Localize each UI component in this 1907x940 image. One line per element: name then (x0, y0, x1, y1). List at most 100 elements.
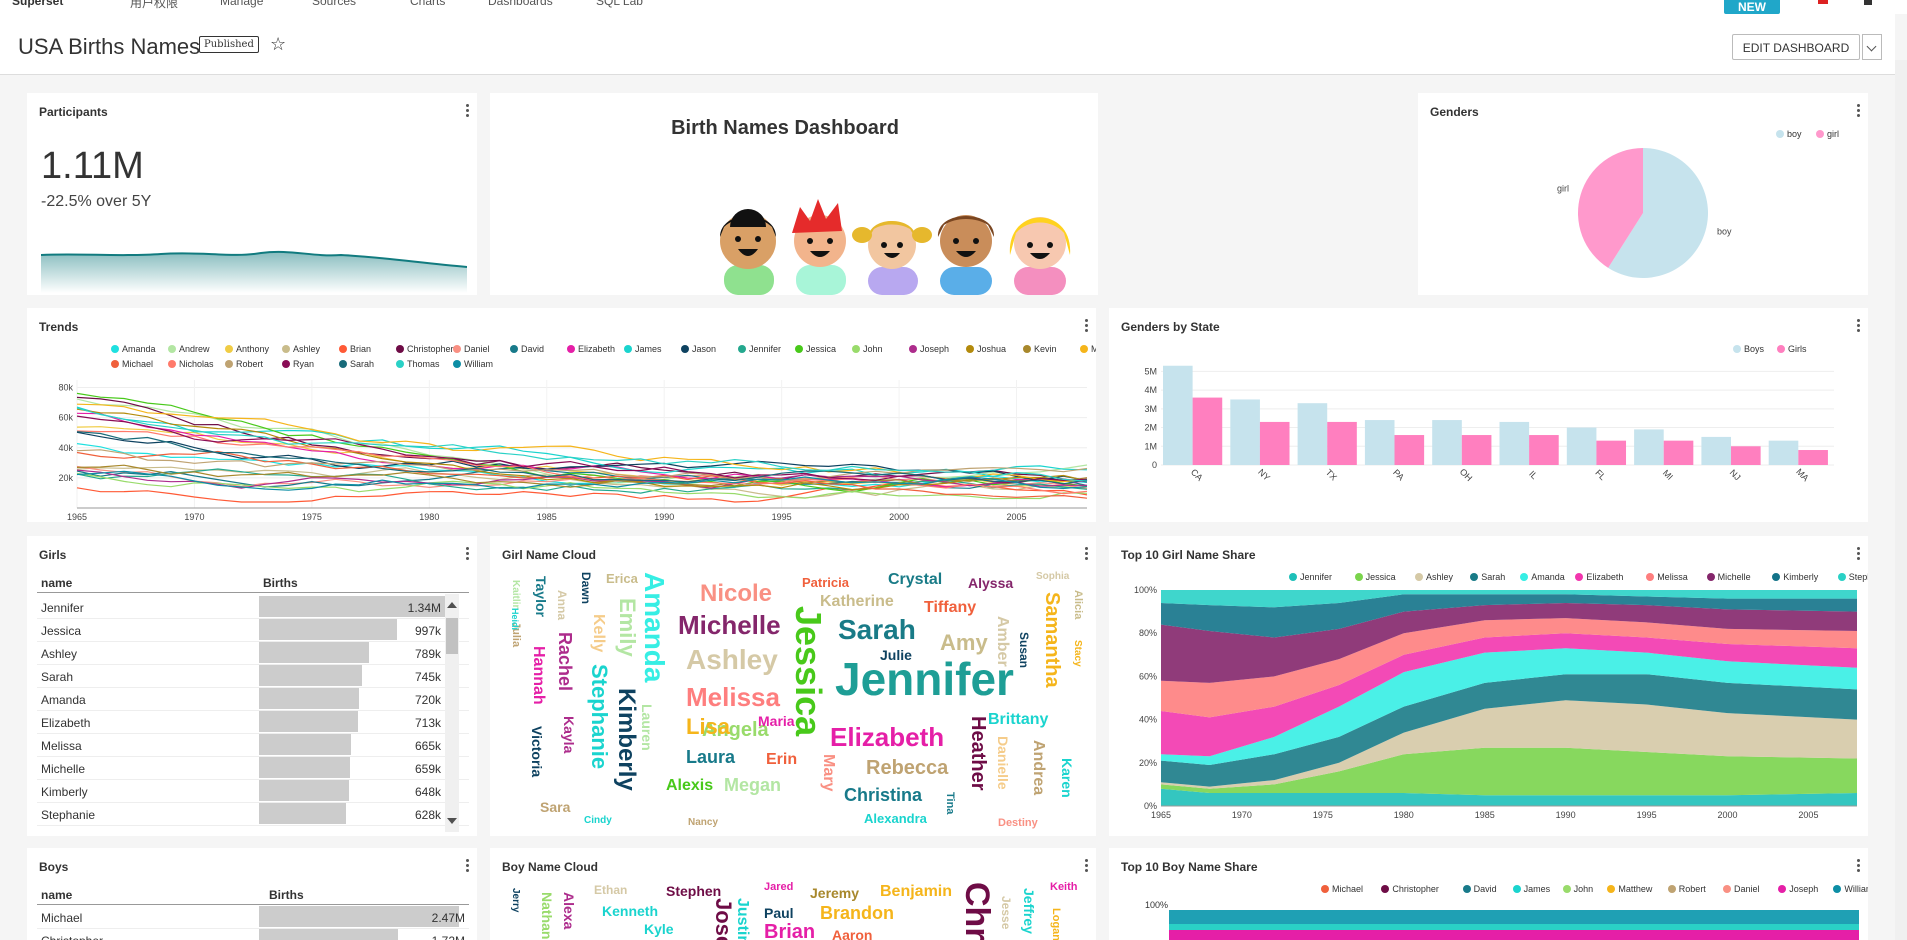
legend-item[interactable]: Andrew (168, 344, 210, 354)
legend-item[interactable]: Joshua (966, 344, 1006, 354)
column-header-births[interactable]: Births (269, 888, 304, 902)
nav-item-dashboards[interactable]: Dashboards (488, 0, 553, 8)
favorite-star-icon[interactable]: ☆ (270, 34, 287, 54)
series-line-john[interactable] (76, 472, 1088, 500)
card-menu-icon[interactable] (1085, 859, 1088, 874)
legend-item[interactable]: Elizabeth (1575, 572, 1623, 582)
bar-girls-nj[interactable] (1731, 446, 1761, 465)
edit-dashboard-button[interactable]: EDIT DASHBOARD (1732, 34, 1860, 60)
table-row[interactable]: Jessica 997k (37, 619, 469, 642)
scroll-up-icon[interactable] (447, 602, 457, 608)
pie-slice-girl[interactable] (1578, 148, 1643, 268)
legend-item[interactable]: Jessica (795, 344, 836, 354)
card-menu-icon[interactable] (466, 859, 469, 874)
legend-item-girls[interactable]: Girls (1777, 344, 1807, 354)
legend-item[interactable]: Matthew (1080, 344, 1096, 354)
bar-boys-nj[interactable] (1701, 436, 1732, 465)
legend-item[interactable]: Daniel (1723, 884, 1760, 894)
legend-item[interactable]: Kevin (1023, 344, 1057, 354)
area-series-kimberly[interactable] (1161, 594, 1857, 638)
legend-item[interactable]: Jessica (1354, 572, 1396, 582)
area-series-sarah[interactable] (1161, 674, 1857, 787)
legend-item[interactable]: Michael (1321, 884, 1363, 894)
legend-item[interactable]: Brian (339, 344, 371, 354)
series-line-sarah[interactable] (76, 431, 1088, 485)
legend-item[interactable]: Jennifer (1289, 572, 1332, 582)
bar-girls-ny[interactable] (1259, 421, 1290, 465)
nav-item-sql-lab[interactable]: SQL Lab (596, 0, 643, 8)
series-line-james[interactable] (76, 406, 1088, 476)
legend-item[interactable]: Michelle (1706, 572, 1751, 582)
bar-girls-mi[interactable] (1663, 440, 1694, 465)
legend-item[interactable]: Jennifer (738, 344, 781, 354)
area-series-stephanie[interactable] (1161, 590, 1857, 608)
column-header-births[interactable]: Births (263, 576, 298, 590)
legend-item[interactable]: David (1462, 884, 1497, 894)
bar-girls-tx[interactable] (1327, 421, 1357, 465)
bar-girls-il[interactable] (1529, 435, 1559, 465)
page-scrollbar[interactable] (1895, 60, 1907, 940)
legend-item[interactable]: Ashley (1415, 572, 1453, 582)
girls-table-scrollbar[interactable] (445, 594, 459, 832)
table-row[interactable]: Melissa 665k (37, 734, 469, 757)
nav-item-security[interactable]: 用户权限 (130, 0, 179, 10)
published-badge[interactable]: Published (199, 36, 259, 53)
nav-item-manage[interactable]: Manage (220, 0, 264, 8)
card-menu-icon[interactable] (1857, 547, 1860, 562)
area-series-melissa[interactable] (1161, 618, 1857, 718)
area-series-amanda[interactable] (1161, 648, 1857, 765)
pie-slice-boy[interactable] (1608, 148, 1708, 278)
legend-item[interactable]: Daniel (453, 344, 490, 354)
legend-item[interactable]: Nicholas (168, 359, 214, 369)
table-row[interactable]: Ashley 789k (37, 642, 469, 665)
legend-item[interactable]: Ryan (282, 359, 314, 369)
legend-item[interactable]: Thomas (396, 359, 440, 369)
area-series-michelle[interactable] (1161, 603, 1857, 683)
legend-item[interactable]: Amanda (1520, 572, 1565, 582)
bar-girls-ma[interactable] (1798, 450, 1828, 465)
legend-item-girl[interactable]: girl (1816, 129, 1839, 139)
legend-item[interactable]: Robert (1667, 884, 1706, 894)
bar-girls-oh[interactable] (1461, 435, 1492, 465)
brand-logo[interactable]: Superset (12, 0, 64, 8)
legend-item[interactable]: Jason (681, 344, 716, 354)
language-flag-icon[interactable] (1818, 0, 1828, 4)
legend-item[interactable]: Matthew (1607, 884, 1652, 894)
table-row[interactable]: Michael 2.47M (37, 906, 469, 929)
nav-item-sources[interactable]: Sources (312, 0, 357, 8)
series-line-nicholas[interactable] (76, 430, 1088, 495)
legend-item[interactable]: William (1833, 884, 1868, 894)
legend-item-boys[interactable]: Boys (1733, 344, 1764, 354)
table-row[interactable]: Elizabeth 713k (37, 711, 469, 734)
table-row[interactable]: Christopher 1.72M (37, 929, 469, 940)
card-menu-icon[interactable] (1857, 319, 1860, 334)
legend-item[interactable]: Christopher (396, 344, 454, 354)
series-line-thomas[interactable] (76, 407, 1088, 482)
nav-item-charts[interactable]: Charts (410, 0, 446, 8)
area-series-jessica[interactable] (1161, 747, 1857, 796)
bar-boys-ma[interactable] (1768, 440, 1799, 465)
legend-item[interactable]: James (1512, 884, 1550, 894)
user-icon[interactable] (1864, 0, 1872, 5)
table-row[interactable]: Jennifer 1.34M (37, 596, 469, 619)
area-series-jennifer[interactable] (1161, 788, 1857, 806)
table-row[interactable]: Sarah 745k (37, 665, 469, 688)
bar-boys-ca[interactable] (1163, 365, 1193, 465)
bar-boys-tx[interactable] (1297, 403, 1328, 465)
legend-item[interactable]: David (510, 344, 544, 354)
bar-boys-oh[interactable] (1432, 420, 1462, 465)
series-line-jennifer[interactable] (76, 468, 1088, 494)
legend-item[interactable]: Ashley (282, 344, 320, 354)
legend-item[interactable]: Christopher (1381, 884, 1439, 894)
series-line-christopher[interactable] (76, 396, 1088, 483)
table-row[interactable]: Michelle 659k (37, 757, 469, 780)
legend-item[interactable]: Sarah (339, 359, 374, 369)
legend-item[interactable]: John (1562, 884, 1593, 894)
new-button[interactable]: NEW (1724, 0, 1780, 14)
series-line-william[interactable] (76, 470, 1088, 491)
bar-girls-pa[interactable] (1394, 435, 1425, 465)
table-row[interactable]: Kimberly 648k (37, 780, 469, 803)
legend-item-boy[interactable]: boy (1776, 129, 1802, 139)
legend-item[interactable]: William (453, 359, 493, 369)
scroll-down-icon[interactable] (447, 818, 457, 824)
